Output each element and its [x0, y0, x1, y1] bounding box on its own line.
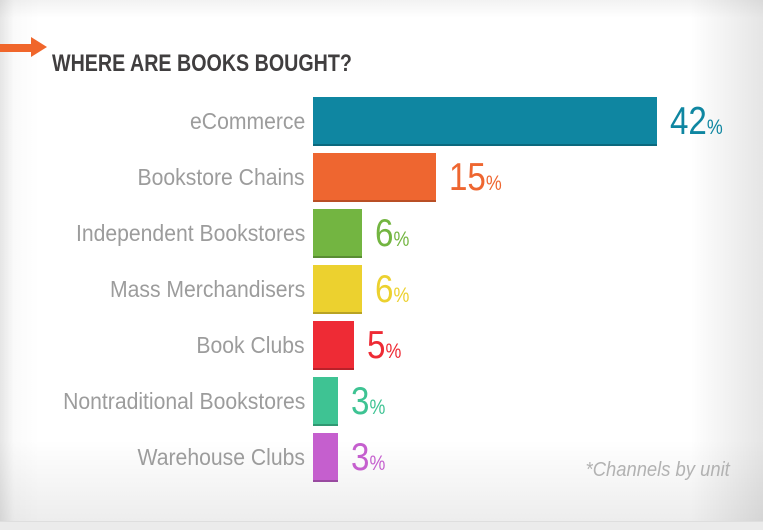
value-label: 6% — [375, 212, 409, 256]
value-unit: % — [385, 339, 402, 363]
bar — [313, 209, 362, 258]
value-unit: % — [485, 171, 502, 195]
chart-row: Independent Bookstores 6% — [0, 209, 763, 258]
value-unit: % — [706, 115, 723, 139]
value-number: 6 — [375, 211, 394, 255]
value-number: 3 — [351, 435, 370, 479]
value-number: 3 — [351, 379, 370, 423]
value-label: 15% — [449, 156, 502, 200]
value-number: 5 — [367, 323, 386, 367]
category-label: eCommerce — [0, 108, 305, 135]
category-label: Mass Merchandisers — [0, 276, 305, 303]
value-label: 42% — [670, 100, 723, 144]
bar — [313, 433, 338, 482]
value-unit: % — [369, 395, 386, 419]
value-unit: % — [393, 227, 410, 251]
bar — [313, 153, 436, 202]
bar — [313, 377, 338, 426]
footer-strip — [0, 521, 763, 530]
category-label: Warehouse Clubs — [0, 444, 305, 471]
chart-rows: eCommerce 42% Bookstore Chains 15% Indep… — [0, 97, 763, 489]
chart-row: Mass Merchandisers 6% — [0, 265, 763, 314]
value-label: 5% — [367, 324, 401, 368]
category-label-text: Bookstore Chains — [137, 164, 305, 190]
category-label: Nontraditional Bookstores — [0, 388, 305, 415]
category-label: Independent Bookstores — [0, 220, 305, 247]
header: WHERE ARE BOOKS BOUGHT? — [0, 0, 763, 96]
category-label-text: Nontraditional Bookstores — [62, 388, 305, 414]
footnote: *Channels by unit — [585, 459, 730, 481]
category-label-text: Warehouse Clubs — [137, 444, 305, 470]
value-number: 42 — [670, 99, 707, 143]
arrow-shaft — [0, 44, 31, 52]
category-label: Bookstore Chains — [0, 164, 305, 191]
category-label-text: eCommerce — [189, 108, 305, 134]
value-label: 6% — [375, 268, 409, 312]
value-unit: % — [393, 283, 410, 307]
value-number: 15 — [449, 155, 486, 199]
chart-row: eCommerce 42% — [0, 97, 763, 146]
bar — [313, 321, 354, 370]
category-label-text: Mass Merchandisers — [109, 276, 305, 302]
chart-row: Warehouse Clubs 3% — [0, 433, 763, 482]
chart-row: Book Clubs 5% — [0, 321, 763, 370]
chart-row: Bookstore Chains 15% — [0, 153, 763, 202]
category-label: Book Clubs — [0, 332, 305, 359]
value-label: 3% — [351, 436, 385, 480]
category-label-text: Book Clubs — [196, 332, 305, 358]
value-number: 6 — [375, 267, 394, 311]
arrow-head — [31, 37, 47, 57]
bar — [313, 265, 362, 314]
value-unit: % — [369, 451, 386, 475]
right-arrow-icon — [0, 37, 47, 58]
chart-row: Nontraditional Bookstores 3% — [0, 377, 763, 426]
page-title: WHERE ARE BOOKS BOUGHT? — [52, 50, 352, 78]
value-label: 3% — [351, 380, 385, 424]
bar — [313, 97, 657, 146]
category-label-text: Independent Bookstores — [75, 220, 305, 246]
